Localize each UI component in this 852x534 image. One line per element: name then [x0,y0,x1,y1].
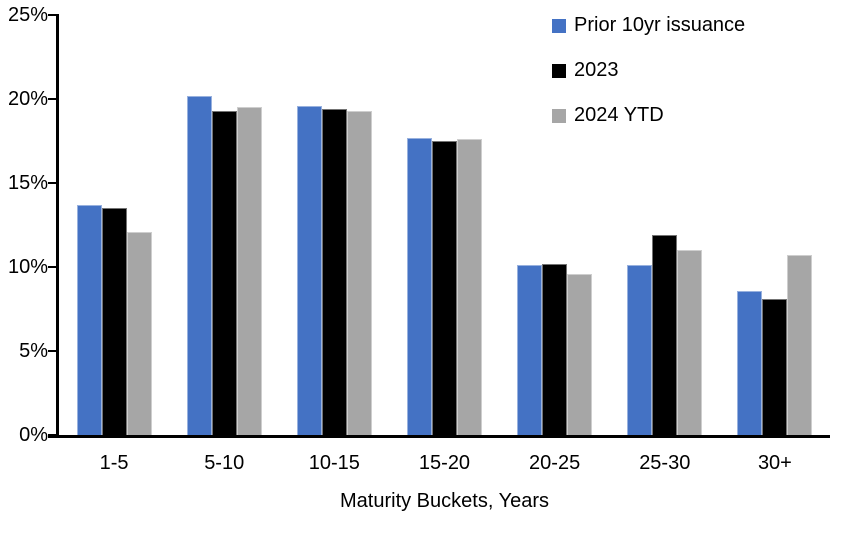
y-tick-mark [48,182,57,184]
legend: Prior 10yr issuance 2023 2024 YTD [552,12,745,147]
bar [762,298,788,435]
y-tick-mark [48,98,57,100]
bar [627,265,653,435]
legend-label: 2023 [574,59,619,81]
y-tick-label: 20% [7,88,48,110]
bar [677,250,703,435]
bar [406,137,432,435]
x-axis-labels: 1-5 5-10 10-15 15-20 20-25 25-30 30+ [59,452,830,475]
bar [542,263,568,435]
plot-area [59,15,830,435]
bar [236,107,262,435]
bar [737,290,763,435]
bar [321,109,347,435]
bar [456,139,482,435]
x-axis-line [48,435,830,438]
x-category-label: 10-15 [308,452,360,474]
y-tick-label: 5% [19,340,48,362]
bar [567,273,593,435]
x-category-label: 25-30 [639,452,691,474]
y-tick-label: 10% [7,256,48,278]
bars-container [59,15,830,435]
legend-item: 2023 [552,57,745,84]
y-axis-line [56,14,59,438]
legend-label: Prior 10yr issuance [574,14,746,36]
bar [101,208,127,435]
x-category-label: 15-20 [418,452,471,474]
bar-group [610,15,720,435]
y-tick-mark [48,266,57,268]
x-axis-title: Maturity Buckets, Years [340,490,549,512]
legend-item: Prior 10yr issuance [552,12,745,39]
bar [346,110,372,435]
y-tick-mark [48,350,57,352]
bar [517,265,543,435]
y-tick-mark [48,14,57,16]
y-tick-label: 25% [7,4,48,26]
bar [186,95,212,435]
x-category-label: 30+ [757,452,792,474]
x-category-label: 5-10 [204,452,245,474]
legend-swatch-icon [552,63,566,78]
y-tick-label: 0% [19,424,48,446]
bar-group [389,15,499,435]
bar [787,255,813,435]
bar-group [169,15,279,435]
x-category-label: 20-25 [529,452,581,474]
bar [126,231,152,435]
bar [431,141,457,435]
legend-swatch-icon [552,18,566,33]
bar-group [720,15,830,435]
bar [652,235,678,435]
legend-swatch-icon [552,108,566,123]
bar-group [500,15,610,435]
bar [296,105,322,435]
legend-label: 2024 YTD [574,104,664,126]
bar [211,110,237,435]
x-category-label: 1-5 [99,452,129,474]
bar [76,204,102,435]
y-tick-label: 15% [7,172,48,194]
bar-group [59,15,169,435]
legend-item: 2024 YTD [552,102,745,129]
bar-group [279,15,389,435]
